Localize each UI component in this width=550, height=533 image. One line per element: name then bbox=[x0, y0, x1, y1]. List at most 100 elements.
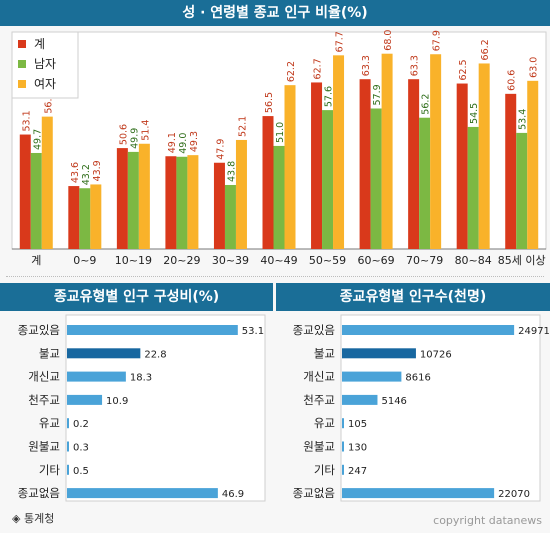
data-label: 62.5 bbox=[458, 59, 469, 80]
bar bbox=[90, 184, 102, 249]
data-label: 8616 bbox=[405, 373, 430, 384]
right-chart-title: 종교유형별 인구수(천명) bbox=[276, 283, 550, 311]
category-label: 0~9 bbox=[73, 254, 96, 267]
category-label: 원불교 bbox=[28, 440, 60, 454]
religion-share-chart: 종교있음 53.1 불교 22.8 개신교 18.3 천주교 10.9 유교 0.2 원불교 0.3 기… bbox=[18, 314, 266, 502]
category-label: 개신교 bbox=[303, 370, 335, 384]
bar bbox=[67, 394, 103, 405]
data-label: 43.8 bbox=[226, 161, 237, 182]
bar bbox=[127, 151, 139, 249]
bar bbox=[67, 488, 218, 499]
legend-label: 남자 bbox=[34, 57, 56, 71]
data-label: 56.2 bbox=[421, 94, 432, 115]
data-label: 54.5 bbox=[469, 103, 480, 124]
category-label: 기타 bbox=[314, 463, 336, 477]
data-label: 53.4 bbox=[518, 109, 529, 130]
bar bbox=[30, 152, 42, 249]
bar bbox=[187, 155, 199, 249]
plot-area bbox=[340, 314, 541, 502]
bar bbox=[342, 371, 402, 382]
data-label: 18.3 bbox=[130, 373, 152, 384]
data-label: 43.9 bbox=[92, 160, 103, 181]
data-label: 47.9 bbox=[215, 139, 226, 160]
data-label: 49.0 bbox=[178, 133, 189, 154]
category-label: 종교있음 bbox=[293, 323, 335, 337]
bar bbox=[342, 418, 344, 429]
source-label: ◈ 통계청 bbox=[12, 512, 55, 525]
bar bbox=[67, 464, 69, 475]
bar bbox=[516, 132, 528, 249]
bar bbox=[456, 83, 468, 249]
data-label: 5146 bbox=[381, 396, 406, 407]
bar bbox=[419, 117, 431, 249]
bar bbox=[176, 156, 188, 249]
data-label: 0.5 bbox=[73, 466, 89, 477]
bar bbox=[79, 188, 91, 249]
data-label: 53.1 bbox=[21, 110, 32, 131]
legend-label: 계 bbox=[34, 37, 45, 51]
data-label: 0.3 bbox=[73, 443, 89, 454]
data-label: 62.2 bbox=[286, 61, 297, 82]
category-label: 종교있음 bbox=[18, 323, 60, 337]
category-label: 70~79 bbox=[406, 254, 443, 267]
bar bbox=[333, 55, 345, 249]
bar bbox=[67, 325, 238, 335]
bar bbox=[165, 156, 177, 249]
bar bbox=[235, 139, 247, 249]
divider bbox=[6, 276, 544, 277]
bar bbox=[342, 464, 344, 475]
data-label: 60.6 bbox=[507, 70, 518, 91]
category-label: 유교 bbox=[314, 416, 335, 430]
bar bbox=[67, 348, 141, 359]
category-label: 개신교 bbox=[28, 370, 60, 384]
bar bbox=[311, 82, 323, 249]
data-label: 0.2 bbox=[73, 419, 89, 430]
category-label: 10~19 bbox=[115, 254, 152, 267]
bar bbox=[359, 79, 371, 249]
data-label: 247 bbox=[348, 466, 367, 477]
data-label: 57.9 bbox=[372, 84, 383, 105]
bar bbox=[478, 63, 490, 250]
bar bbox=[116, 148, 128, 249]
data-label: 56.5 bbox=[264, 92, 275, 113]
data-label: 22.8 bbox=[144, 349, 166, 360]
legend-swatch bbox=[18, 60, 26, 68]
category-label: 불교 bbox=[314, 346, 335, 360]
data-label: 49.1 bbox=[167, 132, 178, 153]
bar bbox=[224, 184, 236, 249]
data-label: 49.9 bbox=[129, 128, 140, 149]
bar bbox=[370, 108, 382, 250]
bar bbox=[67, 418, 69, 429]
data-label: 49.7 bbox=[32, 129, 43, 150]
data-label: 51.0 bbox=[275, 122, 286, 143]
category-label: 40~49 bbox=[260, 254, 297, 267]
data-label: 63.0 bbox=[529, 57, 540, 78]
bar bbox=[284, 85, 296, 249]
bar bbox=[213, 162, 225, 249]
bar bbox=[467, 126, 479, 249]
category-label: 원불교 bbox=[303, 440, 335, 454]
data-label: 43.2 bbox=[81, 164, 92, 185]
category-label: 20~29 bbox=[163, 254, 200, 267]
category-label: 85세 이상 bbox=[498, 254, 546, 267]
category-label: 천주교 bbox=[303, 393, 335, 407]
legend-swatch bbox=[18, 80, 26, 88]
legend-swatch bbox=[18, 40, 26, 48]
data-label: 22070 bbox=[498, 489, 530, 500]
copyright-label: copyright datanews bbox=[433, 514, 542, 527]
data-label: 62.7 bbox=[313, 58, 324, 79]
category-label: 유교 bbox=[39, 416, 60, 430]
bar bbox=[430, 54, 442, 250]
data-label: 67.9 bbox=[432, 30, 443, 51]
bar bbox=[262, 116, 274, 250]
data-label: 130 bbox=[348, 443, 367, 454]
data-label: 57.6 bbox=[324, 86, 335, 107]
bar bbox=[41, 116, 53, 249]
category-label: 불교 bbox=[39, 346, 60, 360]
bar bbox=[342, 394, 378, 405]
bar bbox=[381, 53, 393, 250]
data-label: 56.4 bbox=[43, 92, 54, 113]
main-chart-title: 성 · 연령별 종교 인구 비율(%) bbox=[0, 0, 550, 26]
data-label: 49.3 bbox=[189, 131, 200, 152]
